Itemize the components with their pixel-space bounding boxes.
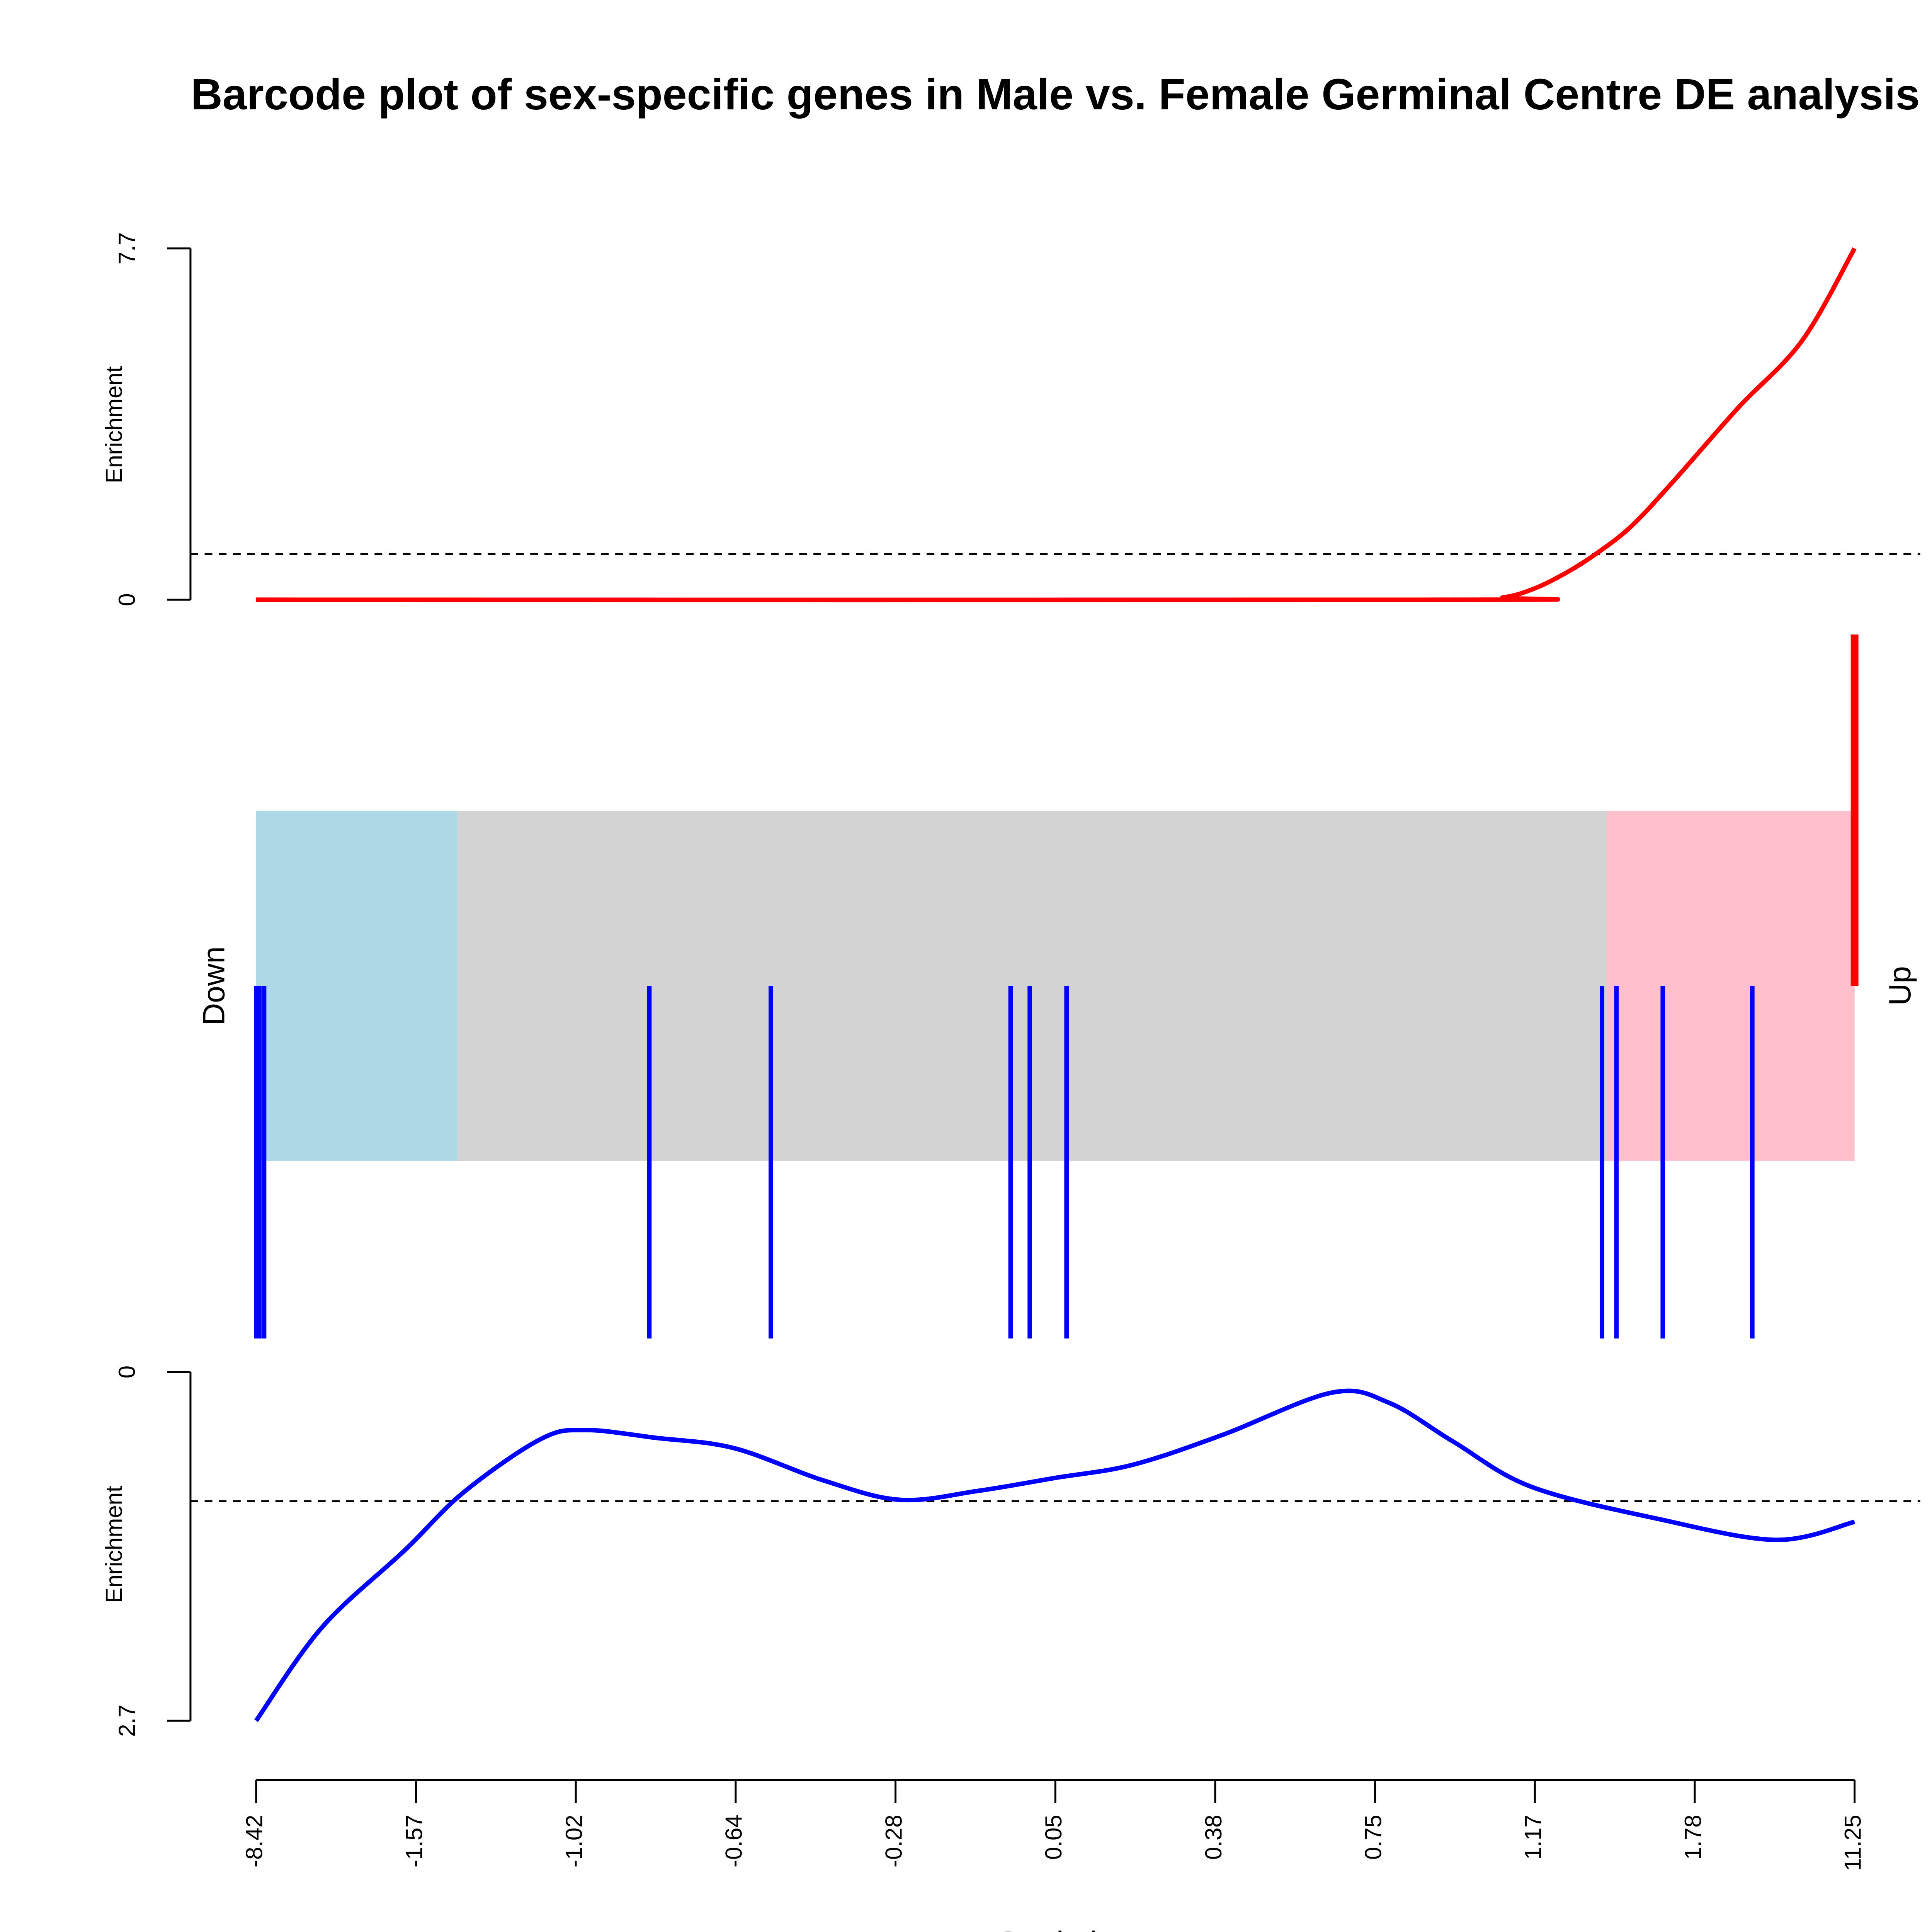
x-tick-label: 11.25: [1840, 1815, 1866, 1871]
x-tick-label: -0.28: [881, 1815, 906, 1867]
region: [256, 811, 458, 1161]
down-label: Down: [197, 946, 231, 1025]
x-tick-label: -0.64: [721, 1815, 747, 1867]
enrichment-line: [256, 247, 1857, 602]
x-tick-label: 0.75: [1360, 1815, 1386, 1860]
x-tick-label: -1.57: [401, 1815, 427, 1867]
enrichment-line: [254, 1388, 1855, 1722]
y-tick-label: 0: [114, 593, 140, 606]
region: [457, 811, 1607, 1161]
y-axis-label: Enrichment: [101, 1486, 127, 1603]
chart-title: Barcode plot of sex-specific genes in Ma…: [191, 70, 1920, 119]
x-tick-label: -8.42: [242, 1815, 267, 1867]
x-tick-label: 0.05: [1041, 1815, 1066, 1860]
y-tick-label: 2.7: [114, 1705, 140, 1737]
x-tick-label: 1.17: [1520, 1815, 1546, 1860]
x-tick-label: -1.02: [561, 1815, 587, 1867]
y-axis-label: Enrichment: [101, 366, 127, 483]
up-label: Up: [1883, 966, 1917, 1005]
y-tick-label: 0: [114, 1366, 140, 1378]
region: [1607, 811, 1855, 1161]
x-tick-label: 1.78: [1680, 1815, 1706, 1860]
x-axis-label: Statistic: [997, 1925, 1114, 1932]
y-tick-label: 7.7: [114, 232, 140, 264]
x-tick-label: 0.38: [1201, 1815, 1226, 1860]
